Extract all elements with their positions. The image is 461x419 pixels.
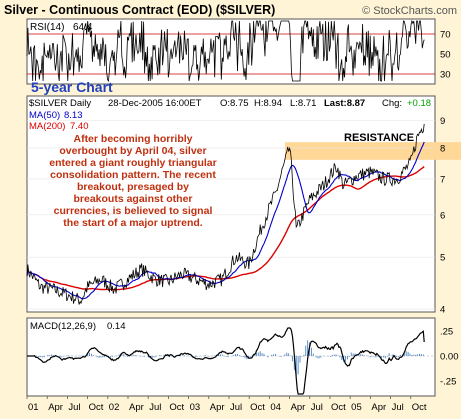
x-tick-label: Apr [291, 402, 306, 413]
x-tick-label: 04 [270, 402, 281, 413]
annotation-line: After becoming horribly [73, 133, 192, 145]
x-tick-label: Apr [371, 402, 386, 413]
annotation-line: currencies, is believed to signal [54, 205, 213, 217]
ma50-name: MA(50) [29, 110, 60, 121]
rsi-tick-label: 50 [440, 50, 451, 61]
price-line [26, 123, 425, 305]
x-tick-label: Oct [412, 402, 427, 413]
price-tick-label: 9 [440, 116, 445, 127]
quote-date: 28-Dec-2005 16:00ET [108, 98, 202, 109]
macd-panel [26, 317, 436, 397]
chart-title: Silver - Continuous Contract (EOD) ($SIL… [4, 3, 275, 17]
x-tick-label: Oct [250, 402, 265, 413]
macd-tick-label: 0.00 [440, 352, 459, 363]
annotation-line: consolidation pattern. The recent [50, 169, 216, 181]
rsi-ticks: 30 50 70 [440, 30, 451, 81]
macd-line [27, 327, 425, 395]
x-tick-label: Apr [210, 402, 225, 413]
x-tick-label: 03 [190, 402, 201, 413]
annotation-line: breakout, presaged by [77, 181, 189, 193]
x-tick-label: Apr [48, 402, 63, 413]
rsi-line [26, 19, 425, 83]
annotation-line: overbought by April 04, silver [59, 145, 206, 157]
watermark: © StockCharts.com [362, 5, 457, 17]
quote-open: O:8.75 [220, 98, 249, 109]
macd-label: MACD(12,26,9) [30, 321, 96, 332]
x-tick-label: Oct [169, 402, 184, 413]
x-tick-label: Oct [331, 402, 346, 413]
rsi-tick-label: 30 [440, 70, 451, 81]
ma200-line [34, 166, 425, 291]
rsi-value: 64.4 [73, 22, 93, 33]
annotation-line: breakouts against other [73, 193, 192, 205]
macd-tick-label: -.25 [440, 377, 456, 388]
price-gridlines [27, 120, 435, 310]
macd-ticks: .25 0.00 -.25 [440, 327, 459, 388]
price-tick-label: 7 [440, 174, 445, 185]
x-tick-label: Apr [129, 402, 144, 413]
annotation-line: entered a giant roughly triangular [49, 157, 216, 169]
x-tick-label: Oct [89, 402, 104, 413]
x-tick-label: Jul [311, 402, 323, 413]
x-tick-label: Jul [392, 402, 404, 413]
quote-last: Last:8.87 [324, 98, 365, 109]
price-tick-label: 5 [440, 253, 445, 264]
x-tick-label: Jul [149, 402, 161, 413]
resistance-band [285, 142, 461, 160]
annotation-text: After becoming horribly overbought by Apr… [49, 133, 216, 229]
x-tick-label: 02 [109, 402, 120, 413]
price-tick-label: 8 [440, 143, 445, 154]
macd-tick-label: .25 [440, 327, 453, 338]
quote-change-label: Chg: [382, 98, 402, 109]
x-axis: 01 Apr Jul Oct 02 Apr Jul Oct 03 Apr Jul Oct 04 Apr Ju… [26, 396, 427, 413]
ma50-line [26, 141, 425, 300]
chart-subtitle: 5-year Chart [31, 79, 113, 95]
ma50-value: 8.13 [64, 110, 83, 121]
quote-low: L:8.71 [290, 98, 316, 109]
rsi-label: RSI(14) [30, 22, 64, 33]
x-tick-label: 05 [351, 402, 362, 413]
x-tick-label: Jul [230, 402, 242, 413]
quote-change-value: +0.18 [407, 98, 431, 109]
price-ticks: 4 5 6 7 8 9 [440, 116, 445, 316]
ma200-name: MA(200) [29, 121, 65, 132]
rsi-tick-label: 70 [440, 30, 451, 41]
symbol-label: $SILVER Daily [29, 98, 91, 109]
macd-value: 0.14 [107, 321, 126, 332]
resistance-label: RESISTANCE [344, 132, 414, 144]
price-tick-label: 6 [440, 210, 445, 221]
x-tick-label: Jul [68, 402, 80, 413]
price-tick-label: 4 [440, 305, 445, 316]
x-tick-label: 01 [28, 402, 39, 413]
annotation-line: the start of a major uptrend. [63, 217, 203, 229]
ma200-value: 7.40 [70, 121, 89, 132]
quote-high: H:8.94 [254, 98, 282, 109]
